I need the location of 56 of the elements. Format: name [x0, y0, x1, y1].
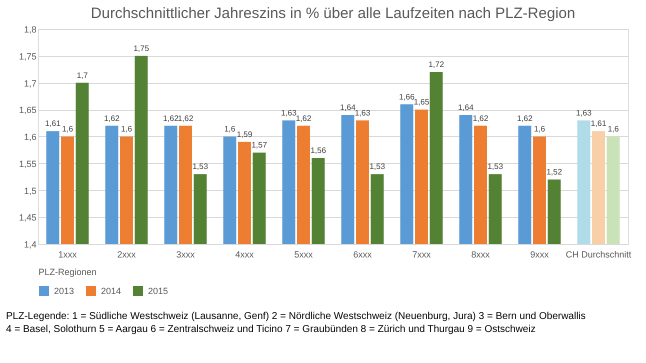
- data-label: 1,63: [280, 108, 298, 118]
- data-label: 1,53: [369, 162, 386, 172]
- data-label: 1,6: [608, 124, 620, 134]
- data-label: 1,52: [546, 168, 563, 176]
- data-label: 1,62: [516, 114, 534, 123]
- y-tick-label: 1,8: [24, 24, 36, 34]
- y-tick-label: 1,5: [24, 186, 36, 196]
- data-label: 1,75: [133, 44, 150, 53]
- x-tick-label: 7xxx: [412, 250, 432, 260]
- data-label: 1,61: [590, 119, 607, 128]
- text: 4 = Basel, Solothurn 5 = Aargau 6 = Zentralschweiz und Ticino 7 = Graubünden 8 = Zürich und Thurgau 9 = Ostschweiz: [6, 324, 536, 335]
- legend-label: 2013: [54, 286, 74, 296]
- x-tick-label: 6xxx: [353, 250, 372, 260]
- y-tick-label: 1,45: [18, 212, 36, 223]
- x-tick-label: CH Durchschnitt: [566, 250, 632, 260]
- data-label: 1,62: [104, 114, 120, 123]
- data-label: 1,61: [44, 119, 62, 128]
- data-label: 1,66: [398, 92, 416, 102]
- x-tick-label: 1xxx: [58, 250, 78, 260]
- data-label: 1,59: [236, 130, 253, 139]
- data-label: 1,64: [340, 103, 356, 112]
- y-tick-label: 1,65: [18, 105, 36, 116]
- x-tick-label: 8xxx: [471, 250, 490, 260]
- chart-title: Durchschnittlicher Jahreszins in % über alle Laufzeiten nach PLZ-Region: [90, 5, 576, 22]
- x-tick-label: 4xxx: [235, 250, 254, 260]
- x-tick-label: 9xxx: [530, 250, 550, 260]
- legend-label: 2015: [148, 286, 168, 296]
- text: PLZ-Regionen: [38, 267, 97, 277]
- y-tick-label: 1,75: [18, 51, 36, 62]
- data-label: 1,6: [120, 124, 133, 134]
- data-label: 1,57: [251, 140, 268, 150]
- data-label: 1,62: [178, 114, 194, 123]
- text: PLZ-Legende: 1 = Südliche Westschweiz (Lausanne, Genf) 2 = Nördliche Westschweiz (Neuenburg, Jura) 3 = Bern und Oberwallis: [6, 311, 586, 322]
- data-label: 1,62: [162, 114, 180, 123]
- data-label: 1,62: [296, 114, 312, 123]
- y-tick-label: 1,7: [24, 78, 36, 88]
- x-tick-label: 2xxx: [117, 250, 136, 260]
- data-label: 1,53: [192, 162, 209, 172]
- data-label: 1,6: [62, 124, 74, 134]
- legend-label: 2014: [101, 286, 122, 296]
- data-label: 1,63: [354, 108, 371, 118]
- data-label: 1,6: [534, 124, 546, 134]
- y-tick-label: 1,6: [24, 132, 36, 142]
- data-label: 1,72: [428, 60, 445, 69]
- data-label: 1,6: [224, 124, 236, 134]
- data-label: 1,65: [414, 98, 430, 107]
- y-tick-label: 1,4: [24, 240, 36, 250]
- y-tick-label: 1,55: [18, 158, 36, 169]
- x-tick-label: 3xxx: [176, 250, 196, 260]
- data-label: 1,53: [487, 162, 504, 172]
- data-label: 1,7: [76, 70, 88, 80]
- data-label: 1,56: [310, 146, 327, 155]
- data-label: 1,62: [472, 114, 489, 123]
- data-label: 1,64: [458, 103, 474, 112]
- x-tick-label: 5xxx: [294, 250, 314, 260]
- data-label: 1,63: [576, 108, 592, 118]
